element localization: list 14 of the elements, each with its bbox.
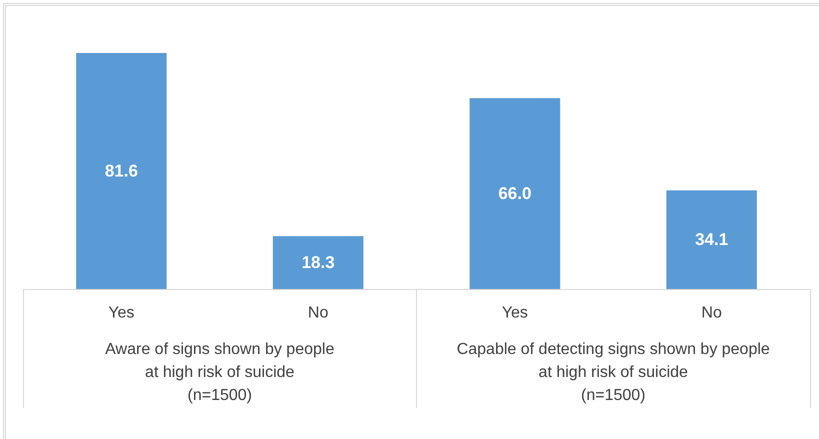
x-tick-label: Yes bbox=[108, 304, 134, 322]
bar bbox=[76, 53, 167, 289]
text: Capable of detecting signs shown by people at high risk of suicide (n=1500) bbox=[456, 341, 770, 404]
x-tick-label: No bbox=[308, 304, 328, 322]
x-tick-label: No bbox=[701, 304, 722, 322]
bar bbox=[666, 190, 757, 289]
text: Aware of signs shown by people at high risk of suicide (n=1500) bbox=[105, 341, 334, 404]
bar bbox=[470, 98, 560, 289]
data-label: 34.1 bbox=[695, 230, 728, 250]
data-label: 81.6 bbox=[104, 162, 138, 180]
data-label: 18.3 bbox=[302, 253, 335, 272]
bar bbox=[272, 236, 364, 289]
data-label: 66.0 bbox=[498, 184, 532, 204]
x-tick-label: Yes bbox=[502, 304, 528, 322]
